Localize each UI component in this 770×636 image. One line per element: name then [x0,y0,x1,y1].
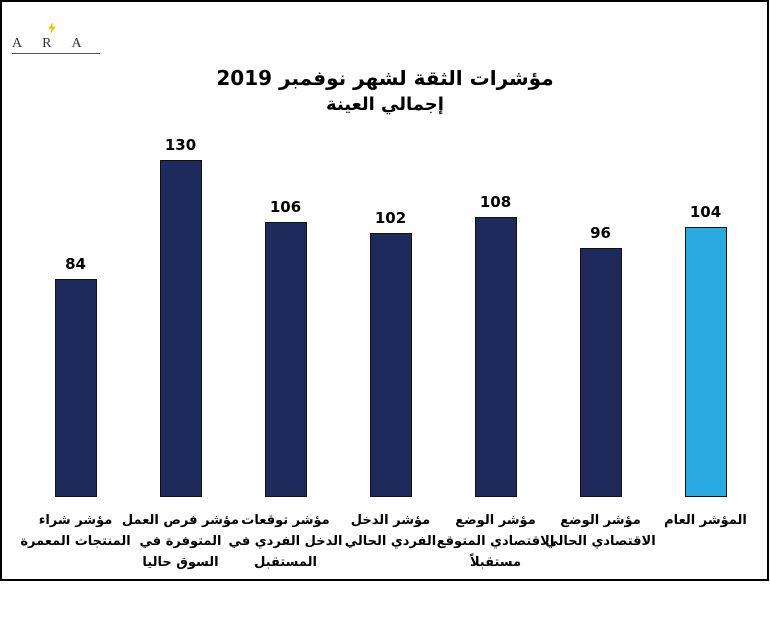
chart-subtitle: إجمالي العينة [326,94,444,115]
bar [54,279,97,497]
x-tick-label: مؤشر شراء المنتجات المعمرة [20,513,131,549]
logo-icon [48,22,56,34]
x-tick-label: مؤشر الوضع الاقتصادي المتوقع مستقبلاً [436,513,555,570]
value-label: 130 [164,136,197,154]
x-tick-label: مؤشر فرص العمل المتوفرة في السوق حاليا [121,513,240,570]
bar [579,248,622,497]
bar [264,222,307,497]
logo: ARA [12,36,102,51]
x-tick-label: مؤشر الدخل الفردي الحالي [344,513,437,549]
logo-line [12,53,100,54]
x-tick-label: المؤشر العام [664,513,747,528]
value-label: 96 [590,224,611,243]
x-tick-label: مؤشر توقعات الدخل الفردي في المستقبل [228,513,343,570]
bar [684,227,727,497]
value-label: 104 [689,203,722,222]
bar [474,217,517,497]
chart-title: مؤشرات الثقة لشهر نوفمبر 2019 [216,66,554,90]
x-tick-label: مؤشر الوضع الاقتصادي الحالي [545,513,656,549]
bar [369,232,412,497]
value-label: 102 [374,208,407,227]
bar [159,160,202,497]
value-label: 108 [479,193,512,212]
value-label: 84 [65,255,86,274]
value-label: 106 [269,198,302,217]
frame [0,0,769,581]
